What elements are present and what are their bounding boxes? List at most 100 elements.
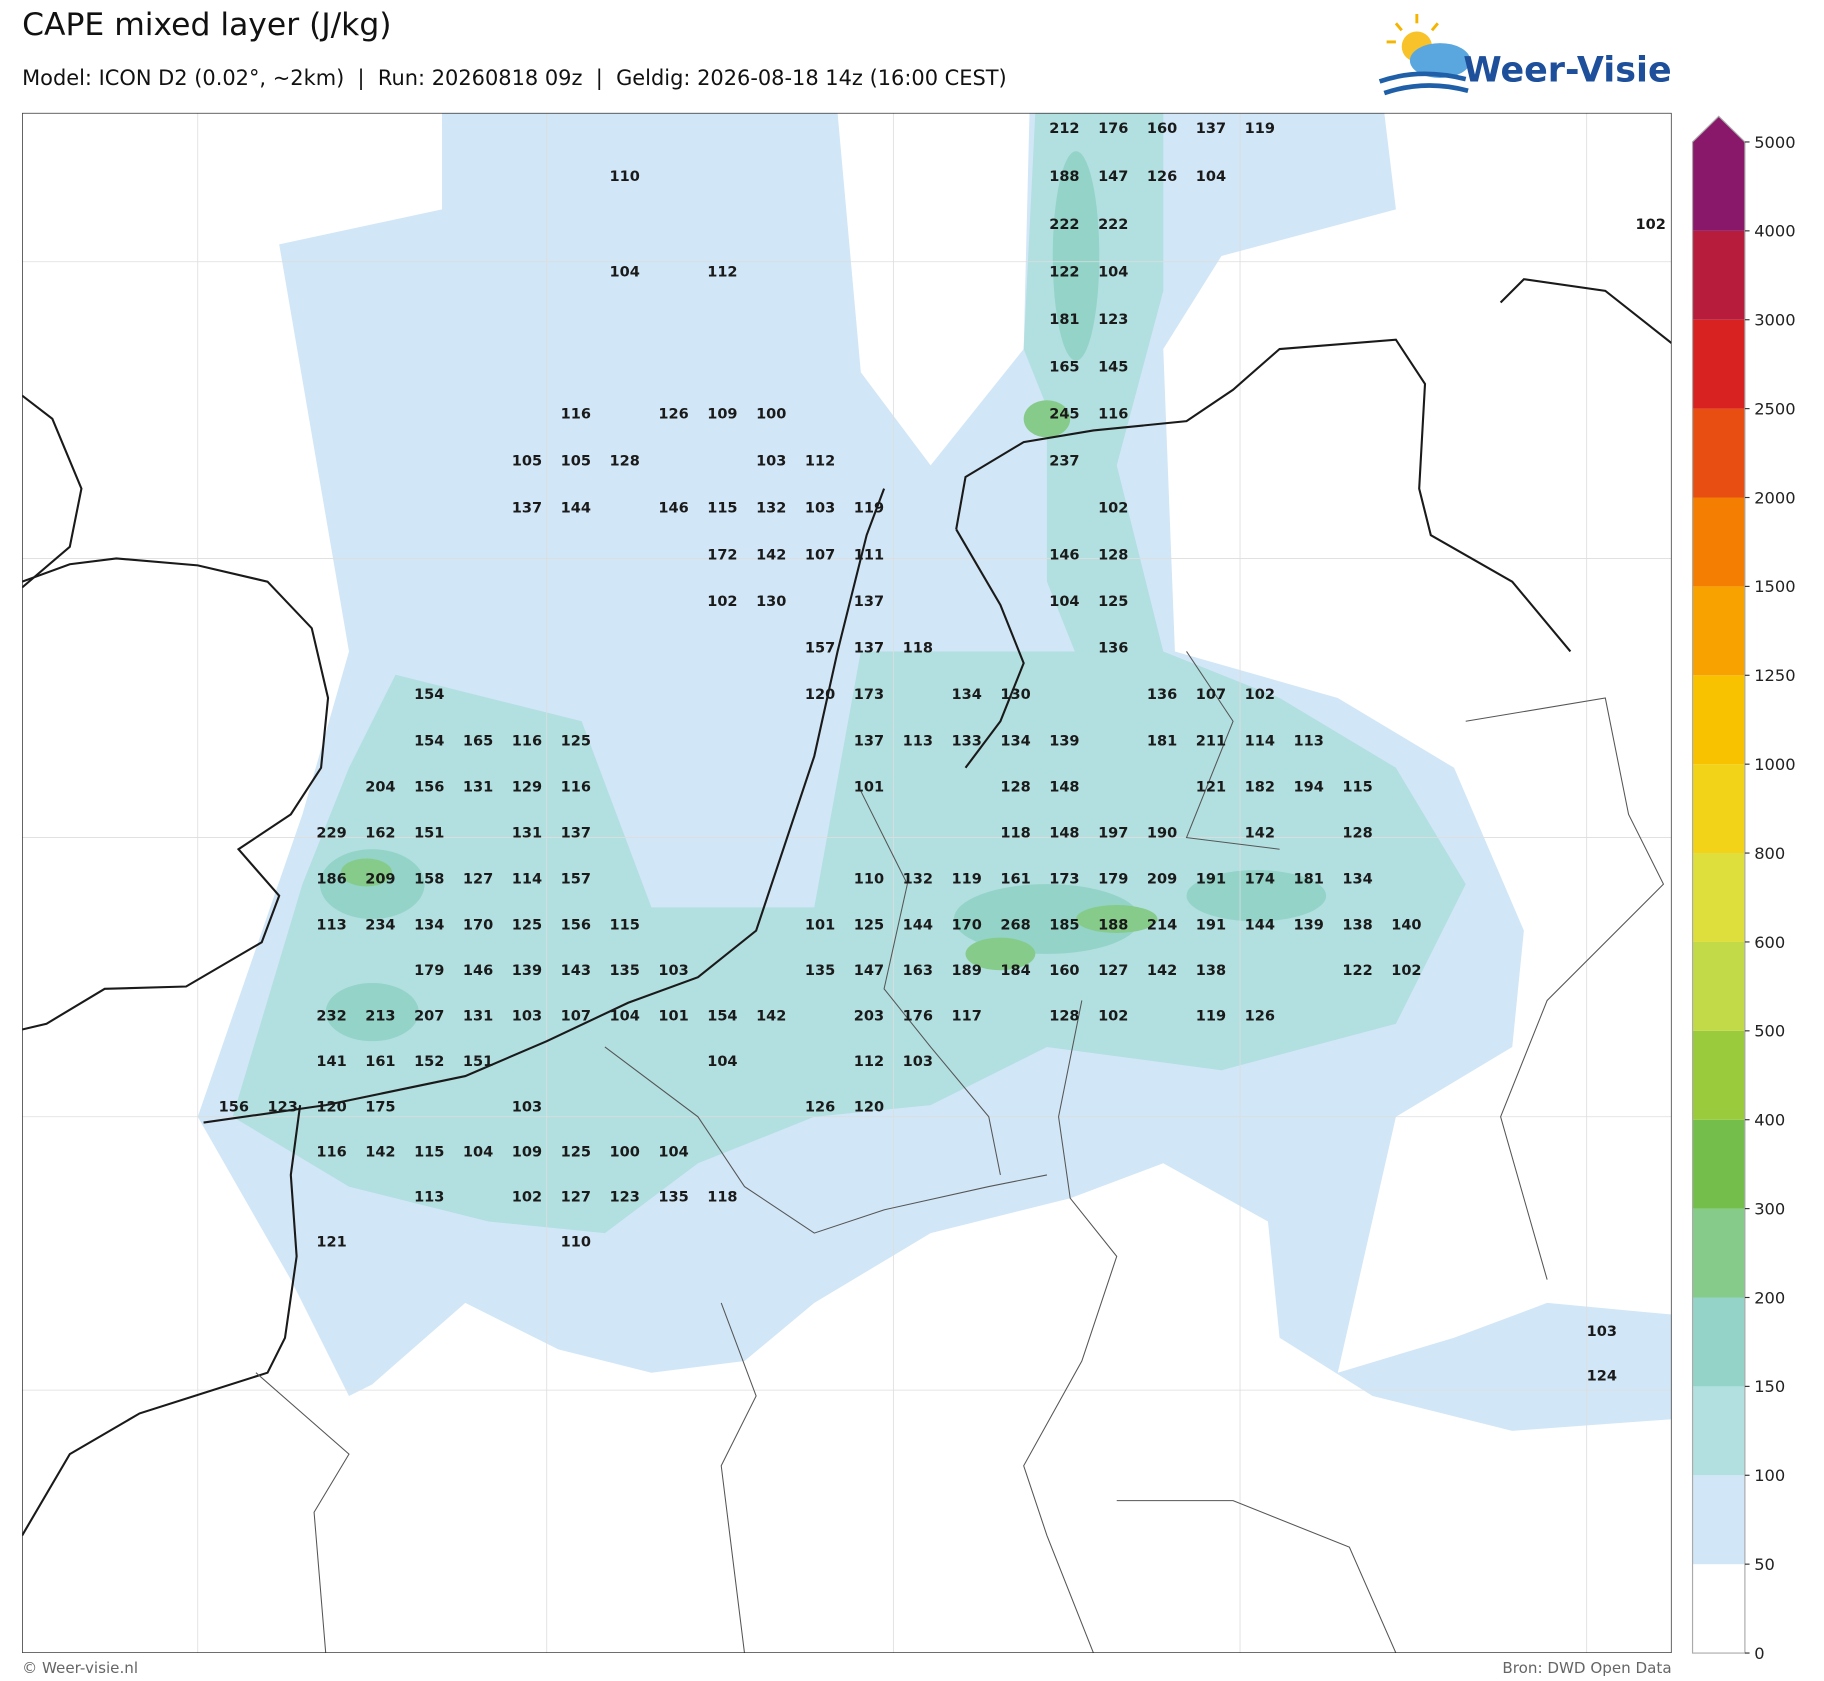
cape-field	[197, 112, 1672, 1431]
cape-label: 126	[658, 406, 688, 422]
cape-label: 128	[1098, 547, 1128, 563]
cape-label: 105	[561, 454, 591, 470]
cape-label: 188	[1098, 917, 1128, 933]
cape-label: 234	[365, 917, 395, 933]
cape-label: 148	[1049, 780, 1079, 796]
cape-label: 126	[1147, 169, 1177, 185]
cape-label: 173	[1049, 872, 1079, 888]
colorbar-segment	[1692, 586, 1745, 676]
cape-label: 245	[1049, 406, 1079, 422]
footer-right: Bron: DWD Open Data	[1502, 1659, 1671, 1677]
cape-label: 103	[512, 1009, 542, 1025]
cape-label: 212	[1049, 121, 1079, 137]
cape-label: 103	[805, 501, 835, 517]
cape-label: 162	[365, 826, 395, 842]
cape-label: 137	[854, 733, 884, 749]
cape-label: 222	[1098, 217, 1128, 233]
cape-label: 142	[1245, 826, 1275, 842]
map: 212 176 160 137 119 110 188 147 126 104 222 222 102 1…	[22, 112, 1672, 1654]
cape-label: 119	[1245, 121, 1275, 137]
cape-label: 119	[952, 872, 982, 888]
cape-label: 209	[1147, 872, 1177, 888]
cape-label: 139	[512, 963, 542, 979]
colorbar-segment	[1692, 1475, 1745, 1565]
cape-label: 157	[805, 641, 835, 657]
cape-label: 110	[561, 1235, 591, 1251]
cape-label: 134	[414, 917, 444, 933]
cape-label: 118	[1000, 826, 1030, 842]
cape-label: 165	[463, 733, 493, 749]
cape-label: 157	[561, 872, 591, 888]
cape-label: 137	[854, 594, 884, 610]
cape-label: 125	[561, 733, 591, 749]
colorbar-tick-label: 200	[1754, 1288, 1785, 1307]
cape-label: 146	[463, 963, 493, 979]
cape-label: 137	[561, 826, 591, 842]
logo: Weer-Visie	[1378, 13, 1672, 96]
cape-label: 100	[756, 406, 786, 422]
cape-label: 137	[1196, 121, 1226, 137]
cape-label: 165	[1049, 359, 1079, 375]
cape-label: 181	[1147, 733, 1177, 749]
colorbar-tick-label: 0	[1754, 1644, 1764, 1663]
cape-label: 136	[1147, 687, 1177, 703]
cape-label: 154	[414, 687, 444, 703]
cape-label: 113	[316, 917, 346, 933]
colorbar-tick-label: 300	[1754, 1199, 1785, 1218]
cape-label: 186	[316, 872, 346, 888]
cape-label: 197	[1098, 826, 1128, 842]
colorbar-segment	[1692, 408, 1745, 498]
subtitle: Model: ICON D2 (0.02°, ~2km) | Run: 2026…	[22, 66, 1007, 91]
cape-labels: 212 176 160 137 119 110 188 147 126 104 222 222 102 1…	[219, 121, 1666, 1384]
cape-label: 176	[903, 1009, 933, 1025]
cape-label: 142	[1147, 963, 1177, 979]
cape-label: 156	[219, 1099, 249, 1115]
cape-label: 143	[561, 963, 591, 979]
cape-label: 147	[1098, 169, 1128, 185]
cape-label: 104	[610, 1009, 640, 1025]
cape-label: 161	[365, 1054, 395, 1070]
cape-label: 151	[463, 1054, 493, 1070]
colorbar-tick-label: 400	[1754, 1111, 1785, 1130]
cape-label: 138	[1196, 963, 1226, 979]
cape-label: 135	[805, 963, 835, 979]
cape-label: 116	[1098, 406, 1128, 422]
cape-label: 122	[1342, 963, 1372, 979]
colorbar-segment	[1692, 319, 1745, 409]
colorbar-extend	[1692, 116, 1745, 142]
colorbar-tick-label: 1250	[1754, 666, 1795, 685]
cape-label: 116	[561, 780, 591, 796]
cape-label: 154	[414, 733, 444, 749]
cape-label: 163	[903, 963, 933, 979]
cape-label: 214	[1147, 917, 1177, 933]
cape-label: 103	[512, 1099, 542, 1115]
cape-label: 131	[463, 780, 493, 796]
cape-label: 142	[756, 547, 786, 563]
cape-label: 116	[316, 1145, 346, 1161]
cape-label: 102	[1636, 217, 1666, 233]
cape-label: 182	[1245, 780, 1275, 796]
cape-label: 184	[1000, 963, 1030, 979]
cape-label: 104	[658, 1145, 688, 1161]
cape-label: 137	[854, 641, 884, 657]
cape-label: 114	[1245, 733, 1275, 749]
cape-label: 101	[805, 917, 835, 933]
cape-label: 126	[1245, 1009, 1275, 1025]
cape-label: 116	[512, 733, 542, 749]
cape-label: 161	[1000, 872, 1030, 888]
colorbar: 0 50 100 150 200 300 400 500 600 800 1000 1250 1500 2…	[1691, 115, 1796, 1663]
cape-label: 176	[1098, 121, 1128, 137]
cape-label: 146	[1049, 547, 1079, 563]
cape-label: 222	[1049, 217, 1079, 233]
cape-label: 188	[1049, 169, 1079, 185]
cape-label: 160	[1147, 121, 1177, 137]
footer-left: © Weer-visie.nl	[22, 1659, 138, 1677]
cape-label: 268	[1000, 917, 1030, 933]
cape-label: 128	[610, 454, 640, 470]
cape-label: 130	[1000, 687, 1030, 703]
cape-label: 156	[561, 917, 591, 933]
colorbar-tick-label: 500	[1754, 1022, 1785, 1041]
cape-label: 137	[512, 501, 542, 517]
cape-label: 123	[1098, 312, 1128, 328]
logo-text: Weer-Visie	[1463, 50, 1671, 90]
